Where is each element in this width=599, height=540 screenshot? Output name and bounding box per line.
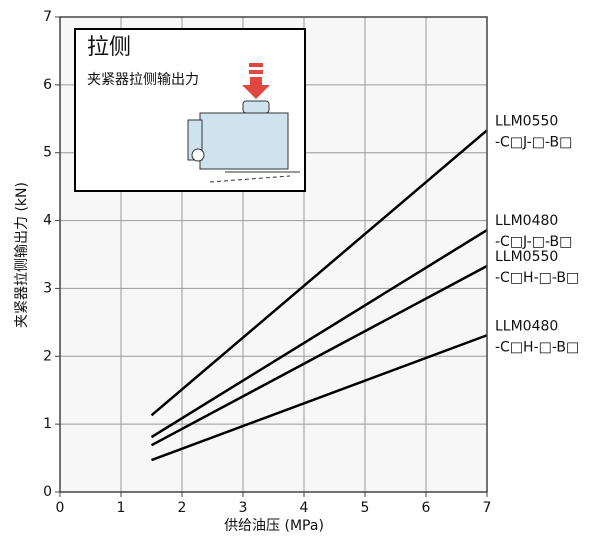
y-tick-label: 5 bbox=[43, 145, 52, 161]
x-axis-label: 供给油压 (MPa) bbox=[224, 518, 324, 534]
series-line bbox=[150, 129, 488, 417]
legend-label: LLM0480 bbox=[495, 213, 558, 229]
x-tick-label: 0 bbox=[56, 500, 65, 516]
y-tick-label: 2 bbox=[43, 348, 52, 364]
legend-label: LLM0550 bbox=[495, 249, 558, 265]
y-tick-label: 1 bbox=[43, 416, 52, 432]
inset-title: 拉侧 bbox=[87, 35, 131, 60]
legend-variant: -C□J-□-B□ bbox=[495, 134, 572, 150]
legend-variant: -C□H-□-B□ bbox=[495, 339, 579, 355]
y-axis-label: 夹紧器拉侧输出力 (kN) bbox=[14, 182, 30, 328]
legend-label: LLM0480 bbox=[495, 318, 558, 334]
legend-label: LLM0550 bbox=[495, 113, 558, 129]
y-tick-label: 4 bbox=[43, 213, 52, 229]
series-line bbox=[150, 264, 488, 447]
x-tick-label: 2 bbox=[178, 500, 187, 516]
inset: 拉侧 夹紧器拉侧输出力 bbox=[74, 28, 306, 192]
x-tick-label: 5 bbox=[361, 500, 370, 516]
x-tick-label: 7 bbox=[483, 500, 492, 516]
y-tick-label: 0 bbox=[43, 484, 52, 500]
series-line bbox=[151, 334, 488, 462]
inset-text: 夹紧器拉侧输出力 bbox=[87, 72, 199, 88]
y-tick-label: 6 bbox=[43, 77, 52, 93]
series-line bbox=[150, 229, 488, 439]
y-tick-label: 7 bbox=[43, 9, 52, 25]
x-tick-label: 3 bbox=[239, 500, 248, 516]
y-tick-label: 3 bbox=[43, 280, 52, 296]
plot-frame bbox=[59, 16, 488, 493]
legend-variant: -C□H-□-B□ bbox=[495, 270, 579, 286]
x-tick-label: 6 bbox=[422, 500, 431, 516]
clamp-illustration bbox=[187, 63, 300, 183]
x-tick-label: 4 bbox=[300, 500, 309, 516]
x-tick-label: 1 bbox=[117, 500, 126, 516]
legend-variant: -C□J-□-B□ bbox=[495, 234, 572, 250]
lines bbox=[150, 129, 488, 462]
